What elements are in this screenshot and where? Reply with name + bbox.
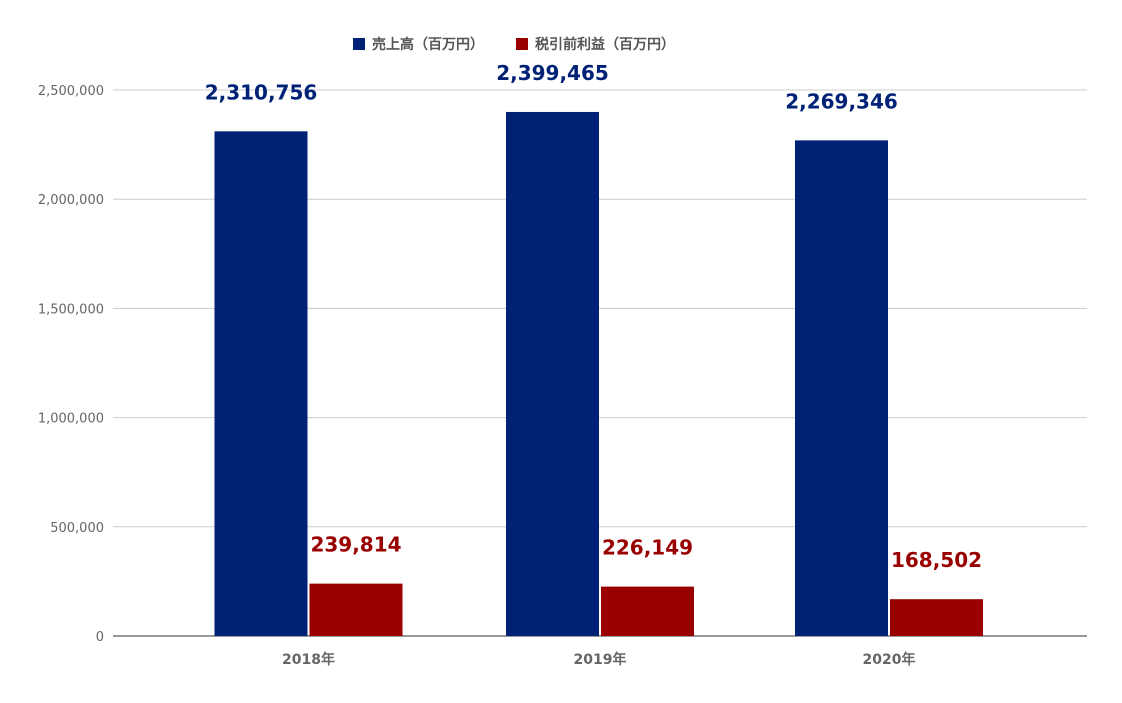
- bars: [214, 111, 983, 637]
- revenue-value-label: 2,310,756: [205, 80, 318, 104]
- revenue-legend-swatch: [353, 38, 365, 50]
- revenue-value-label: 2,269,346: [785, 89, 898, 113]
- pretax-profit-legend-swatch: [516, 38, 528, 50]
- pretax-profit-legend-label: 税引前利益（百万円）: [535, 36, 675, 53]
- revenue-bar-2018年: [214, 131, 308, 637]
- y-tick-label: 2,500,000: [38, 84, 104, 99]
- data-labels: 2,310,756 239,814 2,399,465 226,149 2,269,34…: [205, 61, 982, 572]
- y-axis-ticks: 0 500,000 1,000,000 1,500,000 2,000,000 2,500…: [38, 84, 104, 645]
- x-category-label: 2020年: [863, 651, 916, 668]
- y-tick-label: 0: [96, 630, 104, 645]
- pretax-profit-bar-2018年: [309, 583, 403, 636]
- x-axis-categories: 2018年 2019年 2020年: [282, 651, 915, 668]
- revenue-value-label: 2,399,465: [496, 61, 609, 85]
- x-category-label: 2018年: [282, 651, 335, 668]
- pretax-profit-bar-2020年: [890, 599, 983, 636]
- pretax-profit-value-label: 239,814: [310, 533, 401, 557]
- pretax-profit-bar-2019年: [601, 586, 694, 636]
- revenue-bar-2019年: [506, 111, 599, 636]
- y-tick-label: 1,500,000: [38, 302, 104, 317]
- pretax-profit-value-label: 168,502: [891, 548, 982, 572]
- legend: 売上高（百万円） 税引前利益（百万円）: [353, 36, 675, 53]
- y-tick-label: 500,000: [50, 521, 104, 536]
- revenue-bar-2020年: [795, 140, 888, 637]
- y-tick-label: 1,000,000: [38, 412, 104, 427]
- y-tick-label: 2,000,000: [38, 193, 104, 208]
- revenue-legend-label: 売上高（百万円）: [372, 36, 484, 53]
- x-category-label: 2019年: [574, 651, 627, 668]
- pretax-profit-value-label: 226,149: [602, 536, 693, 560]
